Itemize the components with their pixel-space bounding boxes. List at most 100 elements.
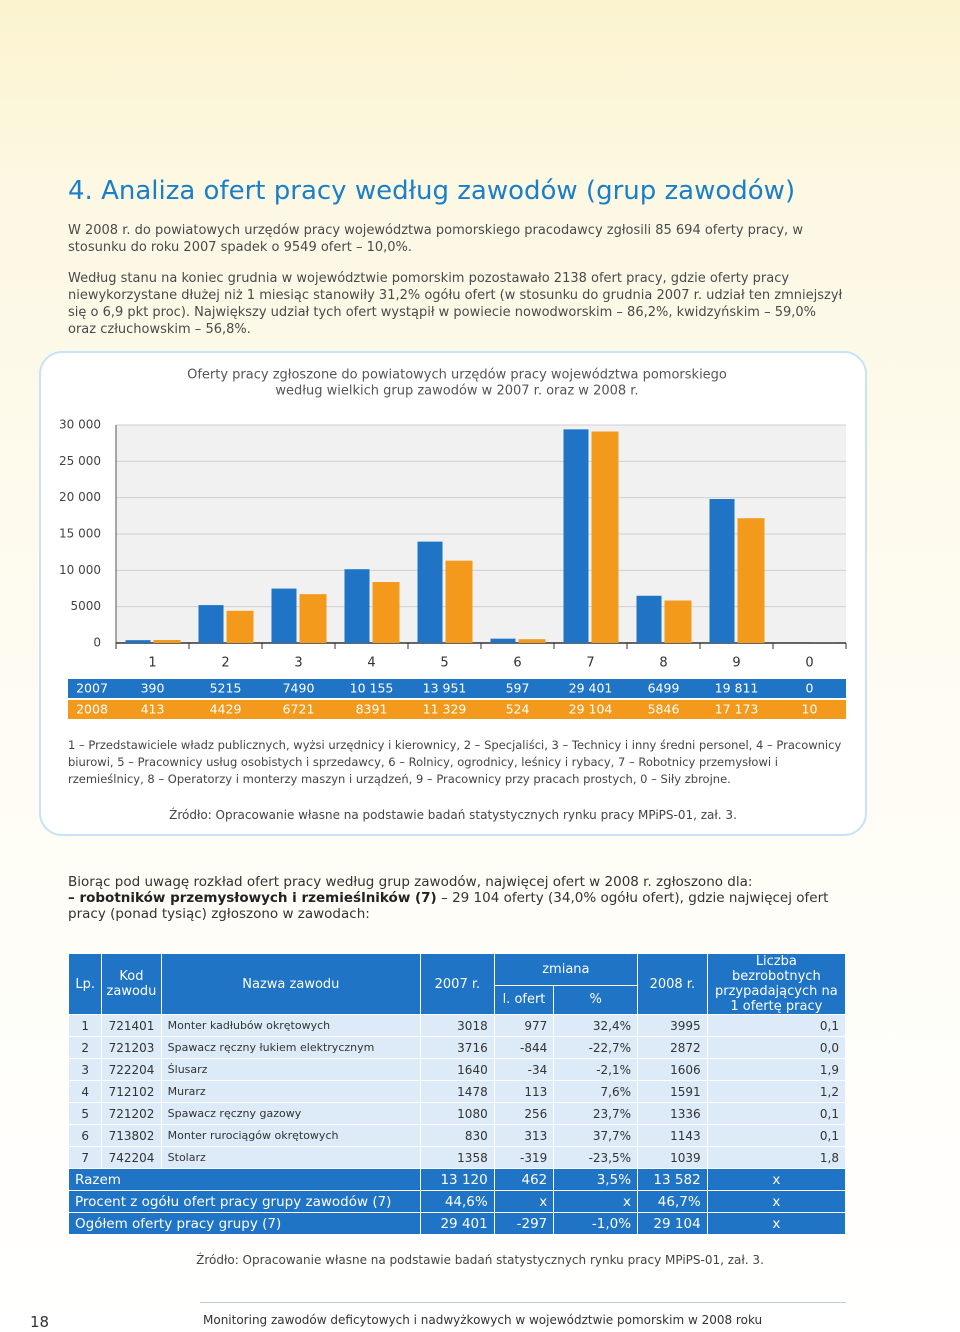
table-cell: 1,9 — [706, 1058, 847, 1081]
table-cell: 7 — [67, 1146, 103, 1169]
table-body: 1 721401 Monter kadłubów okrętowych 3018 977… — [67, 1014, 847, 1235]
table-cell: 462 — [493, 1168, 555, 1191]
table-cell: 13 120 — [420, 1168, 495, 1191]
table-cell: 23,7% — [553, 1102, 639, 1125]
bar — [737, 518, 765, 643]
value-label: 413 — [141, 702, 165, 717]
legend-label: 2007 — [76, 681, 108, 696]
paragraph: Według stanu na koniec grudnia w wojewód… — [68, 271, 843, 337]
table-cell: Spawacz ręczny łukiem elektrycznym — [160, 1036, 422, 1059]
value-label: 10 155 — [350, 681, 394, 696]
header-cell: % — [553, 984, 639, 1016]
bar — [518, 639, 546, 643]
table-cell: x — [706, 1190, 847, 1213]
value-label: 7490 — [283, 681, 315, 696]
value-label: 524 — [506, 702, 530, 717]
y-tick-label: 5000 — [70, 599, 101, 613]
bar — [563, 429, 589, 643]
y-tick-label: 30 000 — [59, 418, 101, 432]
table-cell: 722204 — [101, 1058, 162, 1081]
value-label: 13 951 — [423, 681, 467, 696]
table-cell: 29 401 — [420, 1212, 495, 1235]
table-cell: x — [553, 1190, 639, 1213]
x-tick-label: 8 — [659, 656, 667, 671]
table-cell: 2872 — [637, 1036, 708, 1059]
table-cell: 32,4% — [553, 1014, 639, 1037]
table-cell: 1080 — [420, 1102, 495, 1125]
table-cell: 3995 — [637, 1014, 708, 1037]
header-cell: l. ofert — [493, 984, 555, 1016]
value-label: 4429 — [210, 702, 242, 717]
table-cell: 721203 — [101, 1036, 162, 1059]
table-cell: Spawacz ręczny gazowy — [160, 1102, 422, 1125]
table-cell: 1478 — [420, 1080, 495, 1103]
table-cell: -297 — [493, 1212, 555, 1235]
table-source: Źródło: Opracowanie własne na podstawie … — [196, 1253, 764, 1267]
table-cell: -1,0% — [553, 1212, 639, 1235]
header-cell: Liczba bezrobotnych przypadających na 1 … — [706, 953, 847, 1015]
paragraph: W 2008 r. do powiatowych urzędów pracy w… — [68, 223, 803, 255]
table-cell: 13 582 — [637, 1168, 708, 1191]
header-cell: zmiana — [493, 953, 639, 986]
intro-lead: Biorąc pod uwagę rozkład ofert pracy wed… — [68, 874, 753, 890]
chart: Oferty pracy zgłoszone do powiatowych ur… — [39, 351, 867, 836]
table-cell: 44,6% — [420, 1190, 495, 1213]
table-cell: 113 — [493, 1080, 555, 1103]
x-tick-label: 1 — [148, 656, 156, 671]
table-cell: 3,5% — [553, 1168, 639, 1191]
table-cell: 37,7% — [553, 1124, 639, 1147]
value-label: 6721 — [283, 702, 315, 717]
table-cell: 742204 — [101, 1146, 162, 1169]
table-cell: 0,1 — [706, 1014, 847, 1037]
table-cell: x — [493, 1190, 555, 1213]
header-row: Lp. Kod zawodu Nazwa zawodu 2007 r. zmia… — [67, 953, 847, 1015]
header-cell: 2008 r. — [637, 953, 708, 1015]
table-cell: x — [706, 1212, 847, 1235]
summary-row: Razem 13 120 462 3,5% 13 582 x — [67, 1168, 847, 1191]
table-cell: Stolarz — [160, 1146, 422, 1169]
bar — [709, 499, 735, 643]
table-cell: 1591 — [637, 1080, 708, 1103]
table-cell: Murarz — [160, 1080, 422, 1103]
bar — [226, 610, 254, 643]
bar — [125, 640, 151, 643]
value-label: 597 — [506, 681, 530, 696]
table-row-bg — [68, 700, 846, 719]
bar — [664, 600, 692, 643]
table-cell: 256 — [493, 1102, 555, 1125]
table-row: 6 713802 Monter rurociągów okrętowych 830 31… — [67, 1124, 847, 1147]
table-cell: -844 — [493, 1036, 555, 1059]
table-cell: Ogółem oferty pracy grupy (7) — [67, 1212, 422, 1235]
x-tick-label: 3 — [294, 656, 302, 671]
footer-rule — [200, 1302, 846, 1303]
x-tick-label: 7 — [586, 656, 594, 671]
table-row: 2 721203 Spawacz ręczny łukiem elektryczny… — [67, 1036, 847, 1059]
bar — [198, 605, 224, 643]
legend-label: 2008 — [76, 702, 108, 717]
header-cell: Lp. — [67, 953, 103, 1015]
table-cell: 6 — [67, 1124, 103, 1147]
table-cell: 1606 — [637, 1058, 708, 1081]
bar — [344, 569, 370, 643]
table-cell: 721401 — [101, 1014, 162, 1037]
x-tick-label: 6 — [513, 656, 521, 671]
table-cell: 1358 — [420, 1146, 495, 1169]
table-cell: 3 — [67, 1058, 103, 1081]
table-cell: 830 — [420, 1124, 495, 1147]
value-label: 0 — [806, 681, 814, 696]
table-cell: Monter kadłubów okrętowych — [160, 1014, 422, 1037]
y-tick-label: 0 — [93, 636, 101, 650]
table-cell: 1 — [67, 1014, 103, 1037]
table-row: 7 742204 Stolarz 1358 -319 -23,5% 1039 1,8 — [67, 1146, 847, 1169]
bar — [636, 595, 662, 643]
intro-bold: – robotników przemysłowych i rzemieślnik… — [68, 890, 437, 906]
table-cell: -22,7% — [553, 1036, 639, 1059]
value-label: 10 — [802, 702, 818, 717]
x-tick-label: 2 — [221, 656, 229, 671]
chart-title: Oferty pracy zgłoszone do powiatowych ur… — [187, 368, 727, 383]
table-cell: 1640 — [420, 1058, 495, 1081]
table-head: Lp. Kod zawodu Nazwa zawodu 2007 r. zmia… — [67, 953, 847, 1016]
chart-note: 1 – Przedstawiciele władz publicznych, w… — [68, 738, 842, 786]
value-label: 29 104 — [569, 702, 613, 717]
